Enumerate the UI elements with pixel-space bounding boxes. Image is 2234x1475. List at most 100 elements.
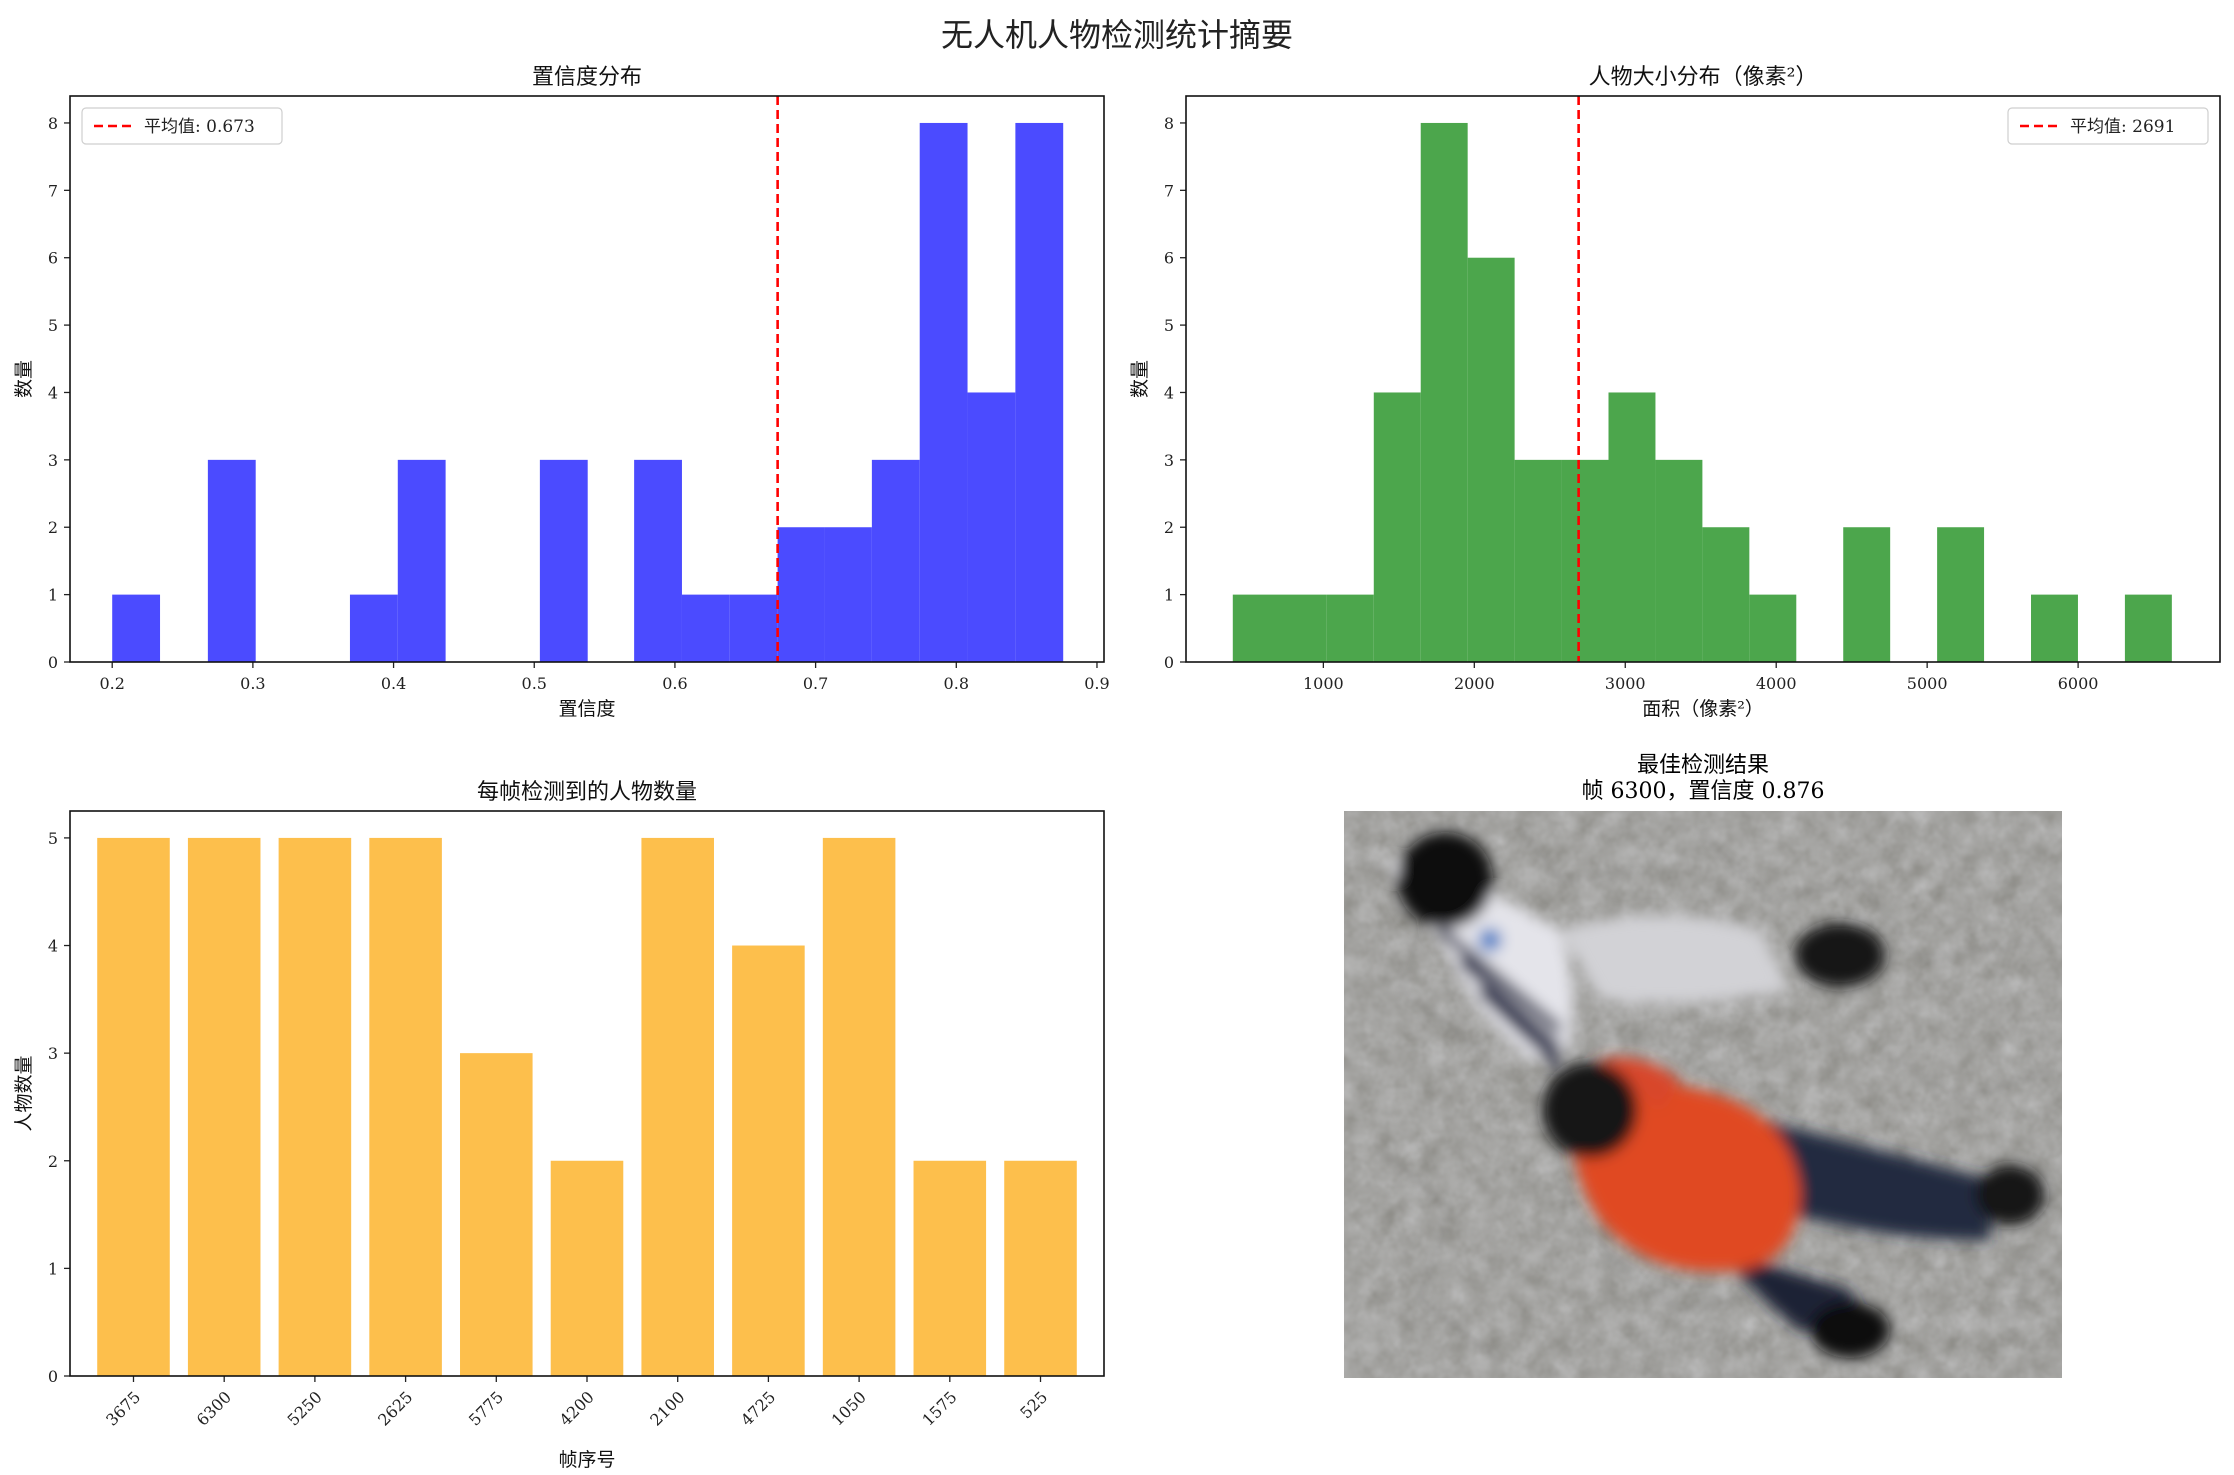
x-tick-label: 0.4 bbox=[381, 674, 406, 693]
y-tick-label: 0 bbox=[1164, 653, 1174, 672]
axes-frame bbox=[69, 95, 1105, 663]
x-tick-label: 0.2 bbox=[99, 674, 124, 693]
y-tick-label: 3 bbox=[1164, 451, 1174, 470]
y-tick-label: 8 bbox=[48, 114, 58, 133]
x-tick-label: 1000 bbox=[1303, 674, 1344, 693]
y-tick-label: 5 bbox=[48, 829, 58, 848]
histogram-bar bbox=[681, 594, 730, 662]
chart-size: 人物大小分布（像素²） 1000 2000 3000 4000 5000 6000 平均值: … bbox=[1129, 65, 2221, 720]
y-tick-label: 6 bbox=[48, 249, 58, 268]
legend-box bbox=[2007, 107, 2209, 145]
y-tick-label: 5 bbox=[1164, 316, 1174, 335]
x-tick-label: 6000 bbox=[2058, 674, 2099, 693]
frame-count-bar bbox=[822, 837, 896, 1376]
histogram-bar bbox=[1655, 459, 1703, 662]
legend-label: 平均值: 0.673 bbox=[144, 117, 255, 137]
histogram-bar bbox=[1937, 527, 1985, 662]
y-tick-label: 2 bbox=[1164, 518, 1174, 537]
frame-count-bar bbox=[913, 1160, 987, 1376]
y-tick-label: 3 bbox=[48, 1044, 58, 1063]
frame-count-bar bbox=[187, 837, 261, 1376]
histogram-bar bbox=[1608, 392, 1656, 662]
y-tick-label: 0 bbox=[48, 653, 58, 672]
histogram-bar bbox=[967, 392, 1016, 662]
x-tick-label: 1050 bbox=[828, 1387, 870, 1429]
frame-count-bar bbox=[550, 1160, 624, 1376]
histogram-bar bbox=[397, 459, 446, 662]
x-tick-label: 0.5 bbox=[522, 674, 547, 693]
legend-label: 平均值: 2691 bbox=[2070, 117, 2175, 137]
histogram-bar bbox=[207, 459, 256, 662]
y-axis-label: 数量 bbox=[13, 360, 35, 398]
frame-count-bar bbox=[732, 945, 805, 1376]
x-tick-label: 2100 bbox=[646, 1387, 688, 1429]
histogram-bar bbox=[1015, 122, 1064, 662]
x-axis-label: 面积（像素²） bbox=[1642, 698, 1764, 720]
chart-title: 人物大小分布（像素²） bbox=[1589, 65, 1818, 90]
histogram-bar bbox=[1420, 122, 1468, 662]
y-tick-label: 3 bbox=[48, 451, 58, 470]
y-tick-label: 4 bbox=[1164, 383, 1174, 402]
histogram-bar bbox=[2031, 594, 2078, 662]
frame-count-bar bbox=[278, 837, 352, 1376]
x-tick-label: 3000 bbox=[1605, 674, 1646, 693]
aerial-people-photo bbox=[1344, 811, 2062, 1378]
axes-frame bbox=[69, 810, 1105, 1377]
histogram-bar bbox=[1373, 392, 1421, 662]
frame-count-bar bbox=[1004, 1160, 1077, 1376]
x-tick-label: 5775 bbox=[465, 1387, 507, 1429]
chart-confidence: 置信度分布 0.2 0.3 0.4 0.5 0.6 0.7 0.8 0.9 平均值: 0.673 0… bbox=[13, 65, 1110, 720]
chart-title: 置信度分布 bbox=[532, 65, 642, 90]
y-axis-label: 数量 bbox=[1129, 360, 1151, 398]
y-axis-label: 人物数量 bbox=[13, 1055, 35, 1131]
y-tick-label: 6 bbox=[1164, 249, 1174, 268]
x-tick-label: 5000 bbox=[1907, 674, 1948, 693]
y-tick-label: 2 bbox=[48, 518, 58, 537]
axes-frame bbox=[1185, 95, 2221, 663]
histogram-bar bbox=[539, 459, 588, 662]
y-tick-label: 1 bbox=[1164, 586, 1174, 605]
histogram-bar bbox=[729, 594, 778, 662]
y-tick-label: 4 bbox=[48, 383, 58, 402]
legend-box bbox=[81, 107, 283, 145]
best-detection-title: 最佳检测结果 bbox=[1637, 753, 1769, 778]
histogram-bar bbox=[1749, 594, 1797, 662]
x-axis-label: 帧序号 bbox=[558, 1449, 615, 1471]
x-axis-label: 置信度 bbox=[558, 698, 615, 720]
y-tick-label: 0 bbox=[48, 1367, 58, 1386]
y-tick-label: 7 bbox=[48, 181, 58, 200]
y-tick-label: 8 bbox=[1164, 114, 1174, 133]
x-tick-label: 0.8 bbox=[944, 674, 969, 693]
histogram-bar bbox=[1467, 257, 1515, 662]
histogram-bar bbox=[2124, 594, 2172, 662]
frame-count-bar bbox=[641, 837, 714, 1376]
frame-count-bar bbox=[460, 1053, 533, 1376]
frame-count-bar bbox=[369, 837, 442, 1376]
y-tick-label: 1 bbox=[48, 1259, 58, 1278]
x-tick-label: 525 bbox=[1016, 1387, 1051, 1422]
y-tick-label: 1 bbox=[48, 586, 58, 605]
histogram-bar bbox=[824, 527, 872, 662]
best-detection-subtitle: 帧 6300，置信度 0.876 bbox=[1582, 779, 1825, 804]
histogram-bar bbox=[1702, 527, 1750, 662]
figure-title: 无人机人物检测统计摘要 bbox=[940, 16, 1293, 54]
x-tick-label: 4725 bbox=[737, 1387, 779, 1429]
x-tick-label: 2000 bbox=[1454, 674, 1495, 693]
x-tick-label: 1575 bbox=[918, 1387, 960, 1429]
histogram-bar bbox=[634, 459, 682, 662]
y-tick-label: 4 bbox=[48, 937, 58, 956]
x-tick-label: 4000 bbox=[1756, 674, 1797, 693]
histogram-bar bbox=[1326, 594, 1374, 662]
histogram-bar bbox=[1843, 527, 1891, 662]
y-tick-label: 7 bbox=[1164, 181, 1174, 200]
x-tick-label: 0.6 bbox=[662, 674, 687, 693]
histogram-bar bbox=[112, 594, 161, 662]
x-tick-label: 2625 bbox=[374, 1387, 416, 1429]
histogram-bar bbox=[777, 527, 825, 662]
chart-title: 每帧检测到的人物数量 bbox=[477, 780, 697, 805]
frame-count-bar bbox=[97, 837, 170, 1376]
x-tick-label: 0.9 bbox=[1084, 674, 1109, 693]
histogram-bar bbox=[349, 594, 398, 662]
